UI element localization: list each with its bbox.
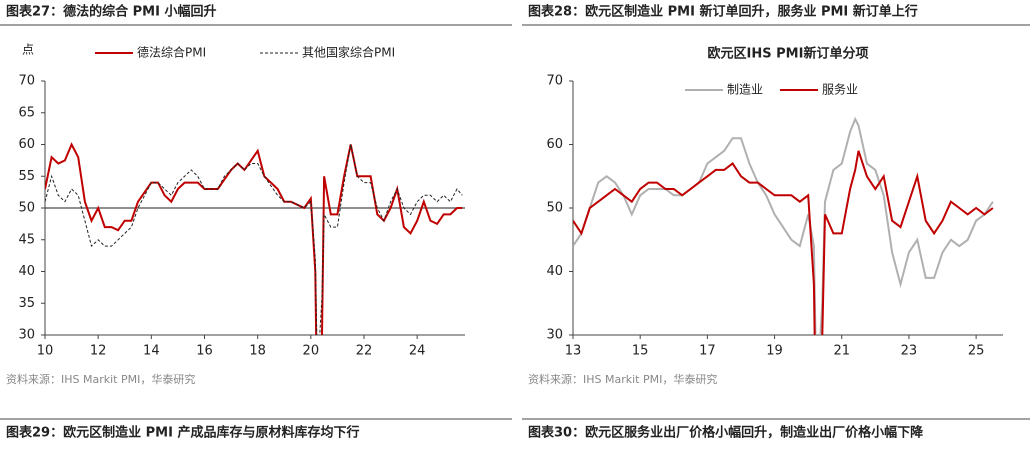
- x-tick-label: 12: [90, 344, 107, 359]
- y-tick-label: 60: [18, 137, 35, 152]
- source: 资料来源：IHS Markit PMI，华泰研究: [528, 372, 717, 386]
- legend-label: 德法综合PMI: [137, 45, 206, 60]
- series-line: [45, 144, 463, 335]
- y-tick-label: 70: [18, 74, 35, 89]
- y-tick-label: 65: [18, 105, 35, 120]
- y-tick-label: 30: [18, 328, 35, 343]
- x-tick-label: 24: [409, 344, 426, 359]
- y-tick-label: 30: [546, 328, 563, 343]
- x-tick-label: 22: [356, 344, 373, 359]
- series-line: [573, 116, 994, 335]
- x-tick-label: 15: [632, 344, 649, 359]
- y-tick-label: 40: [546, 264, 563, 279]
- y-axis-label: 点: [22, 43, 34, 57]
- x-tick-label: 13: [565, 344, 582, 359]
- legend-label: 其他国家综合PMI: [302, 45, 395, 60]
- x-tick-label: 19: [766, 344, 783, 359]
- y-tick-label: 50: [546, 201, 563, 216]
- y-tick-label: 70: [546, 74, 563, 89]
- chart-title: 欧元区IHS PMI新订单分项: [708, 46, 869, 62]
- y-tick-label: 35: [18, 296, 35, 311]
- source: 资料来源：IHS Markit PMI，华泰研究: [6, 372, 195, 386]
- x-tick-label: 20: [303, 344, 320, 359]
- x-tick-label: 17: [699, 344, 716, 359]
- series-line: [45, 142, 463, 335]
- x-tick-label: 25: [968, 344, 985, 359]
- x-tick-label: 16: [196, 344, 213, 359]
- legend-label: 服务业: [822, 82, 858, 97]
- y-tick-label: 45: [18, 232, 35, 247]
- x-tick-label: 21: [833, 344, 850, 359]
- y-tick-label: 55: [18, 169, 35, 184]
- caption: 图表27：德法的综合 PMI 小幅回升: [6, 4, 216, 20]
- legend-label: 制造业: [727, 83, 763, 97]
- y-tick-label: 50: [18, 201, 35, 216]
- caption: 图表29：欧元区制造业 PMI 产成品库存与原材料库存均下行: [6, 425, 359, 441]
- caption: 图表28：欧元区制造业 PMI 新订单回升，服务业 PMI 新订单上行: [528, 4, 918, 20]
- x-tick-label: 23: [901, 344, 918, 359]
- x-tick-label: 10: [37, 344, 54, 359]
- x-tick-label: 14: [143, 344, 160, 359]
- series-line: [573, 150, 994, 335]
- y-tick-label: 40: [18, 264, 35, 279]
- x-tick-label: 18: [249, 344, 266, 359]
- y-tick-label: 60: [546, 137, 563, 152]
- caption: 图表30：欧元区服务业出厂价格小幅回升，制造业出厂价格小幅下降: [528, 425, 924, 441]
